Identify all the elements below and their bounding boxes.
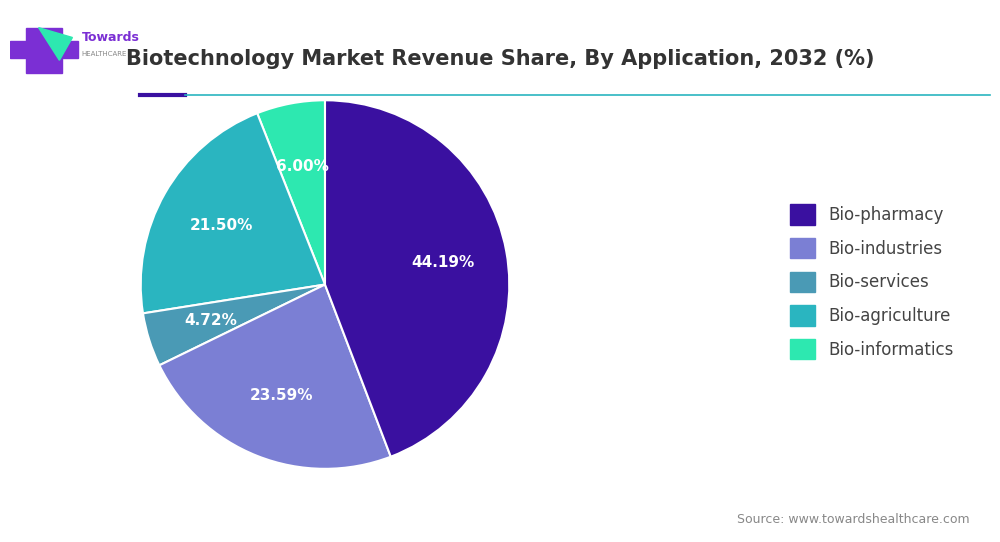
Wedge shape	[325, 100, 509, 457]
Wedge shape	[141, 113, 325, 313]
Bar	[26, 28, 62, 73]
Text: 21.50%: 21.50%	[189, 218, 253, 233]
Text: Source: www.towardshealthcare.com: Source: www.towardshealthcare.com	[737, 513, 970, 526]
Text: 44.19%: 44.19%	[411, 255, 474, 270]
Text: Biotechnology Market Revenue Share, By Application, 2032 (%): Biotechnology Market Revenue Share, By A…	[126, 49, 874, 69]
Text: 6.00%: 6.00%	[276, 159, 329, 175]
Bar	[10, 41, 78, 58]
Wedge shape	[159, 285, 391, 469]
Text: HEALTHCARE: HEALTHCARE	[82, 51, 127, 57]
Legend: Bio-pharmacy, Bio-industries, Bio-services, Bio-agriculture, Bio-informatics: Bio-pharmacy, Bio-industries, Bio-servic…	[781, 196, 962, 367]
Wedge shape	[257, 100, 325, 285]
Text: 4.72%: 4.72%	[184, 313, 237, 328]
Polygon shape	[39, 28, 72, 60]
Text: 23.59%: 23.59%	[249, 389, 313, 403]
Text: Towards: Towards	[82, 31, 139, 44]
Wedge shape	[143, 285, 325, 365]
